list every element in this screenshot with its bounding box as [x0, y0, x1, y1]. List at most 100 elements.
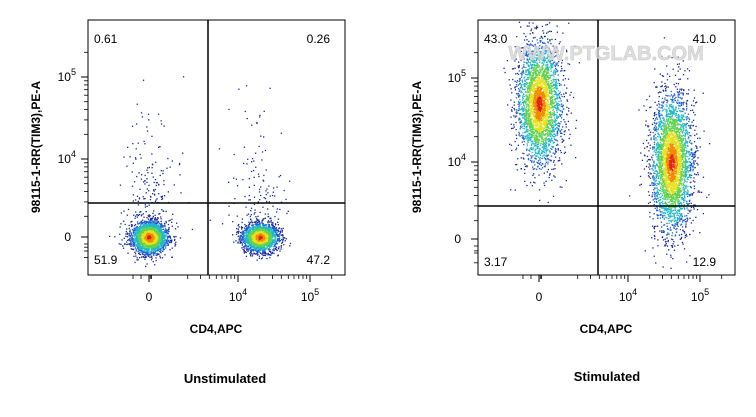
- event-dot: [175, 241, 177, 243]
- event-dot: [160, 252, 162, 254]
- event-dot: [144, 253, 146, 256]
- event-dot: [246, 163, 248, 165]
- event-dot: [271, 223, 273, 225]
- event-dot: [265, 169, 267, 171]
- event-dot: [127, 252, 129, 254]
- event-dot: [257, 238, 259, 240]
- event-dot: [161, 238, 163, 240]
- event-dot: [152, 212, 154, 214]
- event-dot: [254, 209, 256, 211]
- event-dot: [144, 143, 146, 145]
- event-dot: [255, 217, 258, 220]
- event-dot: [266, 232, 268, 234]
- event-dot: [162, 237, 164, 239]
- event-dot: [264, 217, 266, 219]
- event-dot: [281, 229, 284, 231]
- event-dot: [167, 239, 169, 241]
- event-dot: [144, 204, 146, 206]
- event-dot: [255, 253, 258, 255]
- event-dot: [543, 150, 545, 152]
- event-dot: [248, 239, 250, 241]
- event-dot: [251, 235, 253, 237]
- event-dot: [241, 235, 243, 238]
- event-dot: [140, 178, 143, 180]
- event-dot: [247, 238, 249, 240]
- event-dot: [242, 233, 244, 236]
- population-1: [209, 85, 292, 261]
- event-dot: [251, 255, 254, 257]
- event-dot: [547, 83, 549, 85]
- event-dot: [252, 229, 254, 232]
- event-dot: [118, 243, 120, 245]
- event-dot: [255, 222, 257, 225]
- event-dot: [165, 230, 167, 233]
- event-dot: [258, 188, 261, 191]
- event-dot: [553, 161, 555, 163]
- event-dot: [263, 224, 266, 226]
- event-dot: [154, 242, 156, 244]
- event-dot: [142, 225, 145, 228]
- event-dot: [154, 188, 156, 191]
- event-dot: [158, 229, 160, 231]
- event-dot: [255, 224, 258, 226]
- event-dot: [250, 210, 252, 212]
- event-dot: [544, 52, 546, 55]
- event-dot: [266, 233, 268, 235]
- event-dot: [515, 134, 517, 136]
- event-dot: [136, 259, 138, 261]
- event-dot: [270, 233, 272, 235]
- event-dot: [266, 234, 268, 236]
- event-dot: [262, 246, 264, 249]
- event-dot: [272, 233, 275, 235]
- event-dot: [130, 241, 132, 243]
- event-dot: [149, 227, 151, 229]
- event-dot: [156, 243, 158, 245]
- event-dot: [148, 230, 150, 232]
- event-dot: [141, 244, 144, 246]
- event-dot: [528, 58, 531, 60]
- event-dot: [254, 253, 257, 255]
- event-dot: [156, 236, 159, 238]
- event-dot: [256, 247, 258, 249]
- event-dot: [137, 247, 139, 249]
- event-dot: [249, 231, 251, 233]
- event-dot: [142, 226, 144, 228]
- event-dot: [264, 225, 267, 227]
- event-dot: [153, 190, 155, 192]
- event-dot: [143, 227, 145, 229]
- event-dot: [247, 231, 249, 233]
- event-dot: [138, 240, 140, 242]
- event-dot: [276, 249, 278, 252]
- event-dot: [155, 184, 157, 187]
- event-dot: [175, 244, 177, 246]
- event-dot: [265, 247, 267, 249]
- event-dot: [256, 221, 259, 223]
- event-dot: [264, 230, 266, 233]
- event-dot: [165, 210, 167, 213]
- event-dot: [255, 220, 257, 222]
- event-dot: [263, 246, 265, 248]
- event-dot: [133, 233, 135, 235]
- event-dot: [161, 246, 163, 249]
- event-dot: [161, 233, 164, 235]
- event-dot: [127, 146, 129, 148]
- event-dot: [259, 229, 261, 231]
- event-dot: [152, 221, 154, 224]
- event-dot: [156, 224, 158, 226]
- event-dot: [529, 33, 531, 35]
- event-dot: [155, 245, 157, 248]
- event-dot: [157, 246, 159, 248]
- event-dot: [517, 73, 520, 75]
- event-dot: [532, 132, 534, 135]
- event-dot: [269, 229, 271, 231]
- event-dot: [265, 224, 268, 226]
- event-dot: [254, 227, 257, 229]
- event-dot: [154, 223, 156, 225]
- event-dot: [559, 83, 561, 85]
- event-dot: [247, 241, 249, 244]
- event-dot: [256, 251, 258, 253]
- event-dot: [154, 229, 157, 232]
- event-dot: [149, 220, 151, 222]
- event-dot: [260, 236, 262, 238]
- event-dot: [139, 229, 142, 232]
